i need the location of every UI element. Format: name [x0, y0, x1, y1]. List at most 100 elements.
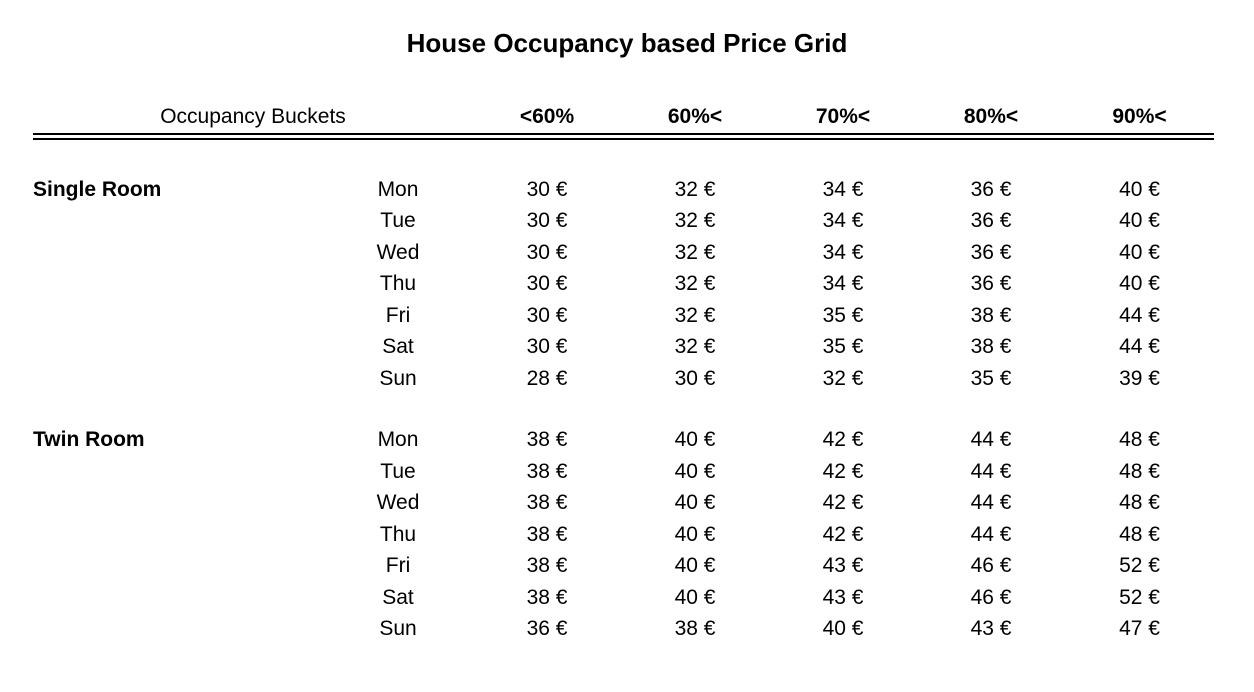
price-cell: 32 € — [674, 272, 716, 296]
price-cell: 32 € — [674, 209, 716, 233]
price-row: Wed 38 € 40 € 42 € 44 € 48 € — [33, 488, 1214, 520]
price-cell: 38 € — [526, 491, 568, 515]
price-cell: 42 € — [822, 522, 864, 546]
column-header-70-plus: 70%< — [815, 105, 871, 128]
price-row: Fri 38 € 40 € 43 € 46 € 52 € — [33, 551, 1214, 583]
price-row: Single Room Mon 30 € 32 € 34 € 36 € 40 € — [33, 174, 1214, 206]
room-label: Single Room — [33, 177, 162, 201]
room-label-empty — [33, 551, 323, 583]
column-header-occupancy-buckets: Occupancy Buckets — [160, 105, 346, 128]
price-cell: 38 € — [970, 303, 1012, 327]
price-cell: 40 € — [822, 617, 864, 641]
header-divider — [33, 133, 1214, 140]
room-label-empty — [33, 332, 323, 364]
price-cell: 38 € — [674, 617, 716, 641]
price-row: Twin Room Mon 38 € 40 € 42 € 44 € 48 € — [33, 425, 1214, 457]
spacer-row — [33, 140, 1214, 174]
price-cell: 40 € — [1119, 209, 1160, 233]
price-row: Fri 30 € 32 € 35 € 38 € 44 € — [33, 300, 1214, 332]
price-cell: 32 € — [674, 303, 716, 327]
price-cell: 38 € — [526, 585, 568, 609]
price-cell: 36 € — [970, 177, 1012, 201]
price-cell: 42 € — [822, 428, 864, 452]
price-cell: 52 € — [1119, 554, 1160, 578]
price-grid-document: House Occupancy based Price Grid Occupan… — [0, 28, 1254, 645]
price-cell: 42 € — [822, 491, 864, 515]
price-row: Sun 36 € 38 € 40 € 43 € 47 € — [33, 614, 1214, 646]
price-cell: 52 € — [1119, 585, 1160, 609]
price-cell: 35 € — [822, 335, 864, 359]
price-cell: 35 € — [970, 366, 1012, 390]
day-label: Sun — [379, 366, 417, 390]
price-cell: 40 € — [674, 554, 716, 578]
price-cell: 40 € — [674, 585, 716, 609]
column-header-80-plus: 80%< — [963, 105, 1019, 128]
room-label-empty — [33, 456, 323, 488]
price-cell: 44 € — [970, 491, 1012, 515]
price-cell: 36 € — [970, 272, 1012, 296]
price-cell: 43 € — [822, 554, 864, 578]
price-cell: 39 € — [1119, 366, 1160, 390]
price-cell: 30 € — [674, 366, 716, 390]
price-cell: 36 € — [970, 209, 1012, 233]
day-label: Tue — [380, 459, 416, 483]
price-cell: 48 € — [1119, 491, 1160, 515]
day-label: Fri — [385, 554, 411, 578]
price-cell: 36 € — [526, 617, 568, 641]
price-cell: 30 € — [526, 240, 568, 264]
price-cell: 40 € — [674, 428, 716, 452]
day-label: Sat — [382, 585, 414, 609]
price-cell: 40 € — [1119, 240, 1160, 264]
page-title: House Occupancy based Price Grid — [406, 28, 848, 58]
column-header-90-plus: 90%< — [1112, 105, 1167, 128]
room-label-empty — [33, 582, 323, 614]
price-row: Thu 30 € 32 € 34 € 36 € 40 € — [33, 269, 1214, 301]
day-label: Thu — [379, 522, 417, 546]
price-cell: 48 € — [1119, 428, 1160, 452]
price-row: Tue 38 € 40 € 42 € 44 € 48 € — [33, 456, 1214, 488]
price-row: Tue 30 € 32 € 34 € 36 € 40 € — [33, 206, 1214, 238]
room-label-empty — [33, 488, 323, 520]
price-cell: 30 € — [526, 335, 568, 359]
day-label: Mon — [377, 428, 419, 452]
price-row: Sat 30 € 32 € 35 € 38 € 44 € — [33, 332, 1214, 364]
price-row: Wed 30 € 32 € 34 € 36 € 40 € — [33, 237, 1214, 269]
price-cell: 34 € — [822, 177, 864, 201]
price-cell: 30 € — [526, 177, 568, 201]
header-rule-row — [33, 133, 1214, 140]
price-cell: 30 € — [526, 209, 568, 233]
header-row: Occupancy Buckets <60% 60%< 70%< 80%< 90… — [33, 95, 1214, 133]
price-cell: 38 € — [526, 522, 568, 546]
room-label-empty — [33, 206, 323, 238]
day-label: Wed — [376, 240, 420, 264]
price-cell: 40 € — [674, 522, 716, 546]
price-cell: 42 € — [822, 459, 864, 483]
price-cell: 38 € — [526, 428, 568, 452]
price-cell: 34 € — [822, 272, 864, 296]
day-label: Mon — [377, 177, 419, 201]
price-cell: 44 € — [970, 428, 1012, 452]
day-label: Thu — [379, 272, 417, 296]
price-cell: 48 € — [1119, 459, 1160, 483]
price-row: Sat 38 € 40 € 43 € 46 € 52 € — [33, 582, 1214, 614]
price-cell: 35 € — [822, 303, 864, 327]
price-cell: 36 € — [970, 240, 1012, 264]
price-cell: 47 € — [1119, 617, 1160, 641]
price-cell: 43 € — [822, 585, 864, 609]
price-cell: 46 € — [970, 585, 1012, 609]
room-label-empty — [33, 237, 323, 269]
day-label: Wed — [376, 491, 420, 515]
price-cell: 34 € — [822, 209, 864, 233]
price-row: Sun 28 € 30 € 32 € 35 € 39 € — [33, 363, 1214, 395]
price-cell: 38 € — [526, 459, 568, 483]
price-cell: 40 € — [1119, 272, 1160, 296]
room-label: Twin Room — [33, 428, 145, 452]
price-cell: 32 € — [674, 177, 716, 201]
price-cell: 44 € — [1119, 335, 1160, 359]
room-label-empty — [33, 300, 323, 332]
price-cell: 32 € — [822, 366, 864, 390]
price-cell: 48 € — [1119, 522, 1160, 546]
spacer-row — [33, 395, 1214, 425]
price-cell: 34 € — [822, 240, 864, 264]
room-label-empty — [33, 363, 323, 395]
